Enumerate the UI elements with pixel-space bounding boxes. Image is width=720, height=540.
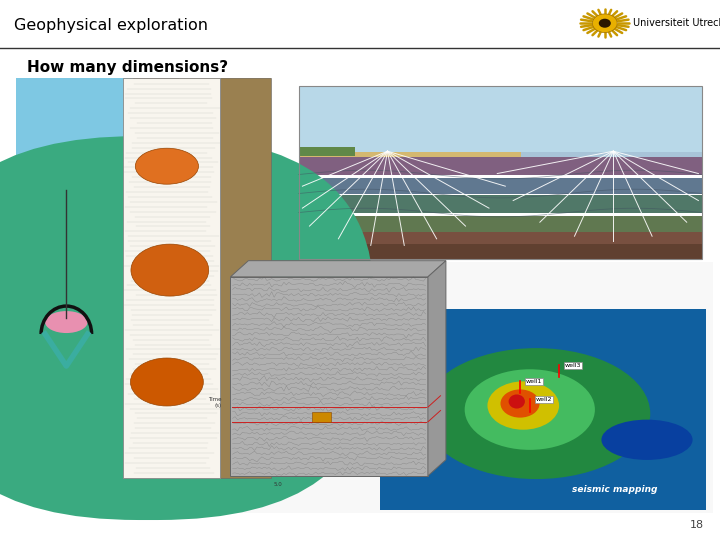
Text: well1: well1 (526, 379, 542, 384)
FancyBboxPatch shape (299, 157, 702, 174)
FancyBboxPatch shape (299, 152, 521, 170)
Ellipse shape (135, 148, 199, 184)
Ellipse shape (45, 311, 88, 333)
FancyBboxPatch shape (16, 261, 156, 284)
FancyBboxPatch shape (16, 210, 143, 236)
FancyBboxPatch shape (230, 277, 428, 476)
Ellipse shape (464, 369, 595, 450)
FancyBboxPatch shape (299, 86, 702, 156)
FancyBboxPatch shape (16, 78, 271, 478)
Polygon shape (230, 261, 446, 277)
FancyBboxPatch shape (521, 152, 702, 170)
Ellipse shape (130, 358, 203, 406)
FancyBboxPatch shape (132, 78, 179, 478)
FancyBboxPatch shape (16, 163, 133, 186)
Text: Universiteit Utrecht: Universiteit Utrecht (634, 18, 720, 28)
Text: How many dimensions?: How many dimensions? (27, 60, 228, 75)
Text: well2: well2 (536, 397, 552, 402)
Circle shape (599, 19, 611, 28)
FancyBboxPatch shape (299, 147, 355, 156)
FancyBboxPatch shape (220, 262, 713, 513)
FancyBboxPatch shape (16, 390, 149, 478)
FancyBboxPatch shape (220, 78, 271, 478)
FancyBboxPatch shape (299, 195, 702, 213)
Text: 18: 18 (690, 520, 704, 530)
Text: Geophysical exploration: Geophysical exploration (14, 18, 208, 33)
Ellipse shape (487, 381, 559, 430)
Ellipse shape (508, 394, 525, 409)
FancyBboxPatch shape (16, 186, 138, 210)
FancyBboxPatch shape (380, 309, 706, 510)
FancyBboxPatch shape (123, 78, 220, 478)
Text: 5.0: 5.0 (274, 482, 283, 488)
Ellipse shape (500, 389, 539, 417)
Ellipse shape (9, 322, 156, 410)
FancyBboxPatch shape (16, 78, 149, 190)
Text: Time
(s): Time (s) (208, 397, 222, 408)
FancyBboxPatch shape (299, 178, 702, 193)
FancyBboxPatch shape (16, 284, 164, 310)
FancyBboxPatch shape (312, 412, 331, 422)
FancyBboxPatch shape (16, 182, 149, 206)
Ellipse shape (131, 244, 209, 296)
FancyBboxPatch shape (299, 244, 702, 259)
Ellipse shape (601, 420, 693, 460)
Text: seismic mapping: seismic mapping (572, 485, 657, 494)
Ellipse shape (423, 348, 650, 479)
Text: well3: well3 (565, 363, 581, 368)
Circle shape (593, 14, 617, 32)
FancyBboxPatch shape (299, 232, 702, 245)
FancyBboxPatch shape (0, 136, 374, 520)
Polygon shape (428, 261, 446, 476)
FancyBboxPatch shape (299, 216, 702, 232)
FancyBboxPatch shape (16, 236, 149, 261)
